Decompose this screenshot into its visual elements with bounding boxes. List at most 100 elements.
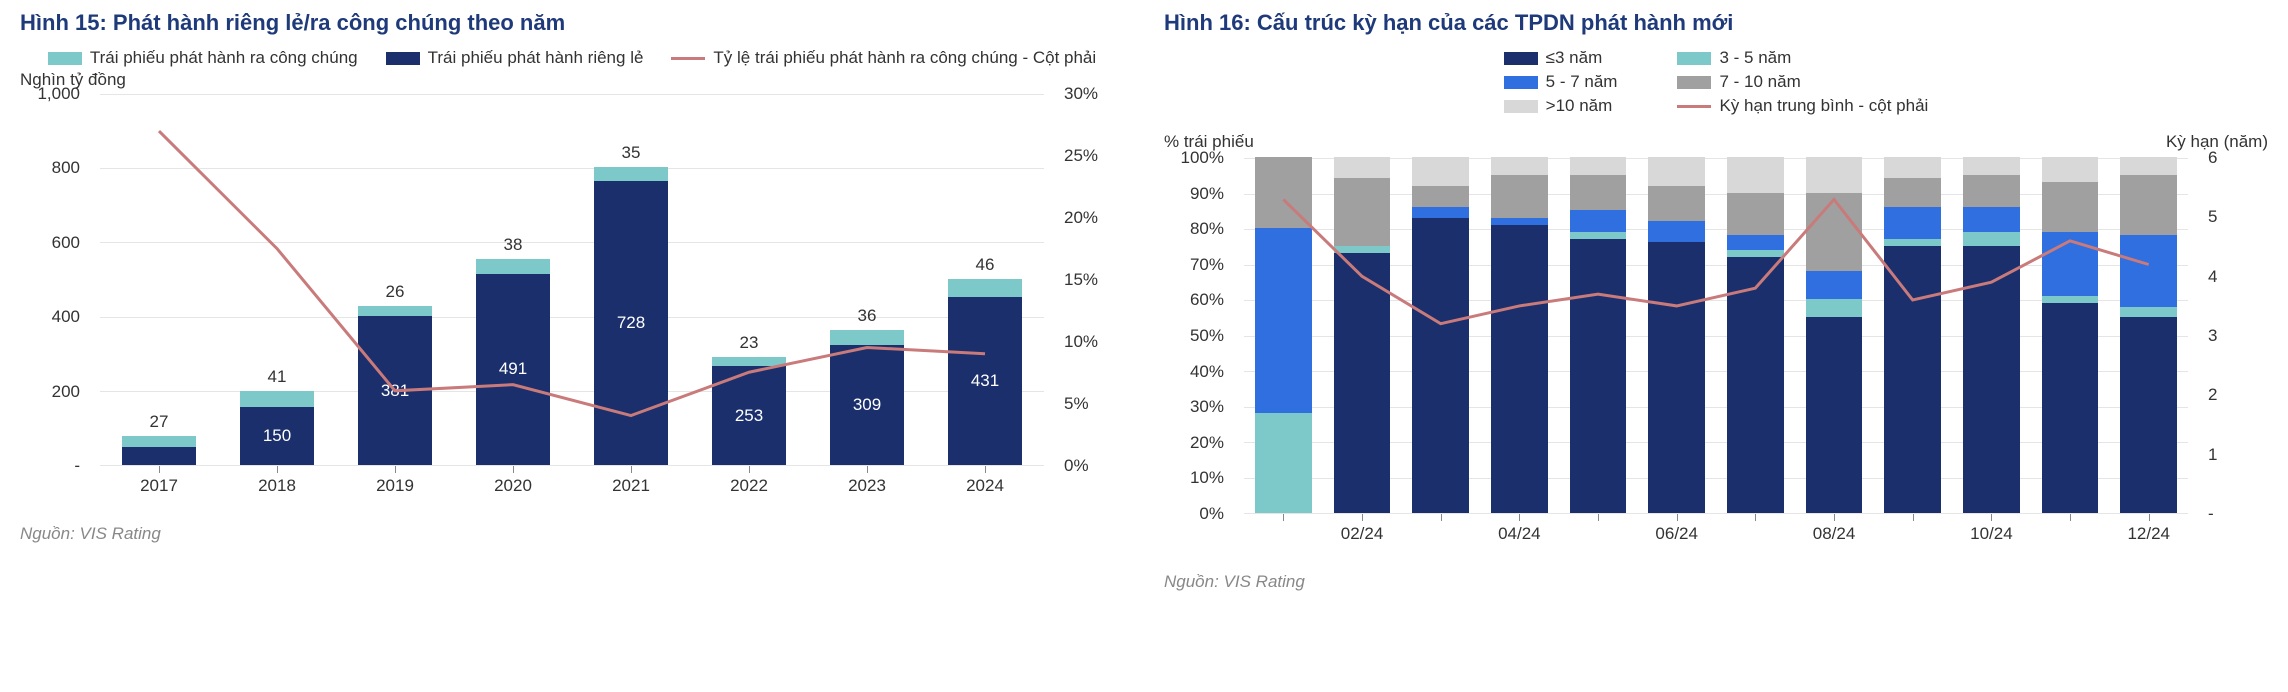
- bar-seg-b7_10: [2042, 182, 2099, 232]
- bar-stack: 38126: [358, 306, 431, 465]
- x-tick: [1401, 514, 1480, 554]
- bar-private: 309: [830, 345, 903, 466]
- bar-seg-b5_7: [1963, 207, 2020, 232]
- bar-value-private: 491: [476, 359, 549, 379]
- bar-slot: [1244, 158, 1323, 513]
- bar-seg-le3: [1727, 257, 1784, 513]
- bar-value-private: 431: [948, 371, 1021, 391]
- bar-stack: [1727, 157, 1784, 513]
- legend-label: Tỷ lệ trái phiếu phát hành ra công chúng…: [713, 48, 1096, 68]
- bar-seg-b3_5: [2042, 296, 2099, 303]
- bar-seg-b5_7: [1884, 207, 1941, 239]
- bar-public: 35: [594, 167, 667, 181]
- chart2-legend: ≤3 năm3 - 5 năm5 - 7 năm7 - 10 năm>10 nă…: [1164, 48, 2268, 116]
- chart2-plot: % trái phiếu Kỳ hạn (năm) 100%90%80%70%6…: [1164, 124, 2268, 554]
- legend-swatch: [1504, 76, 1538, 89]
- bar-seg-gt10: [1648, 157, 1705, 185]
- legend-item: Trái phiếu phát hành ra công chúng: [48, 48, 358, 68]
- bar-value-public: 35: [594, 143, 667, 163]
- legend-item: Kỳ hạn trung bình - cột phải: [1677, 96, 1928, 116]
- bar-seg-b3_5: [1570, 232, 1627, 239]
- bar-slot: [1637, 158, 1716, 513]
- chart-right: Hình 16: Cấu trúc kỳ hạn của các TPDN ph…: [1164, 10, 2268, 592]
- x-tick: 2023: [808, 466, 926, 506]
- legend-item: 5 - 7 năm: [1504, 72, 1618, 92]
- legend-item: Tỷ lệ trái phiếu phát hành ra công chúng…: [671, 48, 1096, 68]
- bar-seg-b7_10: [1334, 178, 1391, 246]
- bar-seg-b3_5: [1334, 246, 1391, 253]
- bar-stack: [1884, 157, 1941, 513]
- chart1-plot: Nghìn tỷ đồng 1,000800600400200- 30%25%2…: [20, 76, 1124, 506]
- bar-seg-b3_5: [1963, 232, 2020, 246]
- bar-slot: [1952, 158, 2031, 513]
- legend-swatch: [1677, 52, 1711, 65]
- x-tick: 06/24: [1637, 514, 1716, 554]
- bar-seg-b5_7: [1491, 218, 1548, 225]
- bar-seg-gt10: [1570, 157, 1627, 175]
- bar-seg-b5_7: [1570, 210, 1627, 231]
- bar-stack: 27: [122, 436, 195, 465]
- bar-stack: [1570, 157, 1627, 513]
- bar-value-public: 27: [122, 412, 195, 432]
- bar-seg-le3: [1963, 246, 2020, 513]
- x-tick: 2019: [336, 466, 454, 506]
- legend-item: >10 năm: [1504, 96, 1618, 116]
- bar-private: 381: [358, 316, 431, 465]
- bar-public: 38: [476, 259, 549, 274]
- bar-seg-b7_10: [1727, 193, 1784, 236]
- bar-stack: [1491, 157, 1548, 513]
- bar-seg-gt10: [1806, 157, 1863, 193]
- bar-stack: [2120, 157, 2177, 513]
- bar-slot: [2031, 158, 2110, 513]
- chart1-x-axis: 20172018201920202021202220232024: [100, 466, 1044, 506]
- legend-swatch: [1677, 76, 1711, 89]
- bar-seg-b3_5: [1884, 239, 1941, 246]
- legend-label: Trái phiếu phát hành riêng lẻ: [428, 48, 644, 68]
- bar-stack: 43146: [948, 279, 1021, 465]
- legend-label: Kỳ hạn trung bình - cột phải: [1719, 96, 1928, 116]
- bar-seg-b7_10: [1570, 175, 1627, 211]
- chart1-source: Nguồn: VIS Rating: [20, 524, 1124, 544]
- x-tick: 2020: [454, 466, 572, 506]
- bar-seg-le3: [1334, 253, 1391, 513]
- bar-slot: 25323: [690, 94, 808, 465]
- bar-stack: [1806, 157, 1863, 513]
- bar-public: 41: [240, 391, 313, 407]
- bar-value-public: 23: [712, 333, 785, 353]
- bar-stack: [2042, 157, 2099, 513]
- bar-value-public: 46: [948, 255, 1021, 275]
- chart2-y-axis-right: 654321-: [2198, 158, 2268, 514]
- bar-value-public: 36: [830, 306, 903, 326]
- bar-seg-le3: [1412, 218, 1469, 513]
- bar-slot: [1401, 158, 1480, 513]
- bar-value-private: 381: [358, 381, 431, 401]
- bar-public: 23: [712, 357, 785, 366]
- bar-seg-le3: [1570, 239, 1627, 513]
- bar-slot: [1323, 158, 1402, 513]
- x-tick: [2031, 514, 2110, 554]
- bar-seg-b5_7: [1727, 235, 1784, 249]
- bar-seg-b7_10: [1255, 157, 1312, 228]
- chart1-y-axis-right: 30%25%20%15%10%5%0%: [1054, 94, 1124, 466]
- legend-label: ≤3 năm: [1546, 48, 1603, 68]
- x-tick: 2021: [572, 466, 690, 506]
- bar-value-public: 26: [358, 282, 431, 302]
- bar-seg-b7_10: [1963, 175, 2020, 207]
- x-tick: [1716, 514, 1795, 554]
- bar-value-public: 41: [240, 367, 313, 387]
- bar-private: 491: [476, 274, 549, 465]
- bar-slot: 15041: [218, 94, 336, 465]
- bar-seg-b7_10: [1412, 186, 1469, 207]
- bar-stack: [1412, 157, 1469, 513]
- bar-slot: [1559, 158, 1638, 513]
- bar-seg-le3: [1648, 242, 1705, 513]
- bar-seg-gt10: [1963, 157, 2020, 175]
- legend-item: 7 - 10 năm: [1677, 72, 1928, 92]
- bar-seg-gt10: [1491, 157, 1548, 175]
- legend-swatch: [1677, 105, 1711, 108]
- bar-seg-b3_5: [1806, 299, 1863, 317]
- bar-seg-gt10: [2042, 157, 2099, 182]
- bar-seg-gt10: [1884, 157, 1941, 178]
- chart1-plot-area: 2715041381264913872835253233093643146: [100, 94, 1044, 466]
- x-tick: [1244, 514, 1323, 554]
